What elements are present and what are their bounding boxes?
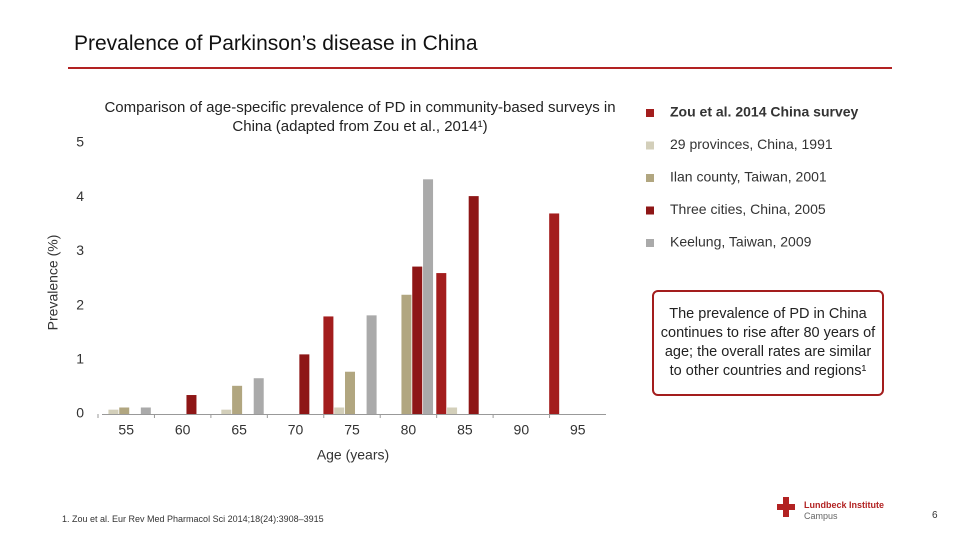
bar	[423, 179, 434, 414]
bar	[323, 316, 334, 414]
logo-sub: Campus	[804, 511, 838, 521]
x-tick-label: 60	[175, 422, 191, 438]
legend-label: Three cities, China, 2005	[670, 201, 826, 217]
page-number: 6	[932, 510, 938, 521]
legend-label: 29 provinces, China, 1991	[670, 136, 833, 152]
bar	[253, 378, 264, 414]
bar	[119, 407, 130, 414]
bar	[232, 385, 243, 414]
x-tick-label: 70	[288, 422, 304, 438]
bar	[436, 273, 447, 414]
x-tick-label: 75	[344, 422, 360, 438]
bar	[334, 407, 345, 414]
legend-label: Keelung, Taiwan, 2009	[670, 234, 812, 250]
callout: The prevalence of PD in China continues …	[652, 290, 884, 396]
legend-swatch	[646, 141, 654, 150]
y-tick-label: 0	[76, 405, 84, 421]
x-tick-label: 90	[514, 422, 530, 438]
x-tick-label: 65	[231, 422, 247, 438]
x-tick-label: 55	[118, 422, 134, 438]
y-axis-label: Prevalence (%)	[45, 235, 61, 331]
logo-icon	[777, 497, 795, 517]
y-tick-label: 2	[76, 296, 84, 312]
title-rule	[68, 67, 892, 69]
chart-title: Comparison of age-specific prevalence of…	[104, 99, 616, 135]
bar	[401, 294, 412, 414]
x-tick-label: 80	[401, 422, 417, 438]
slide-title: Prevalence of Parkinson’s disease in Chi…	[74, 32, 478, 55]
bar	[299, 354, 310, 414]
bar	[468, 196, 479, 414]
legend-swatch	[646, 206, 654, 215]
bar	[447, 407, 458, 414]
legend-swatch	[646, 174, 654, 182]
bar	[221, 409, 232, 414]
legend-swatch	[646, 109, 654, 117]
legend-swatch	[646, 239, 654, 247]
y-tick-label: 3	[76, 242, 84, 258]
logo-name: Lundbeck Institute	[804, 500, 885, 510]
y-tick-label: 1	[76, 351, 84, 367]
bar	[140, 407, 151, 414]
bar	[108, 409, 119, 414]
legend-label: Zou et al. 2014 China survey	[670, 104, 859, 120]
bar	[186, 395, 197, 414]
y-tick-label: 4	[76, 188, 84, 204]
legend-label: Ilan county, Taiwan, 2001	[670, 169, 827, 185]
x-tick-label: 95	[570, 422, 586, 438]
y-tick-label: 5	[76, 134, 84, 150]
bar	[345, 371, 355, 414]
logo-mark	[777, 497, 795, 517]
bar	[549, 213, 560, 414]
x-axis-label: Age (years)	[317, 447, 389, 463]
bar	[412, 266, 423, 414]
footnote: 1. Zou et al. Eur Rev Med Pharmacol Sci …	[62, 514, 324, 524]
bar	[366, 315, 377, 414]
x-tick-label: 85	[457, 422, 473, 438]
